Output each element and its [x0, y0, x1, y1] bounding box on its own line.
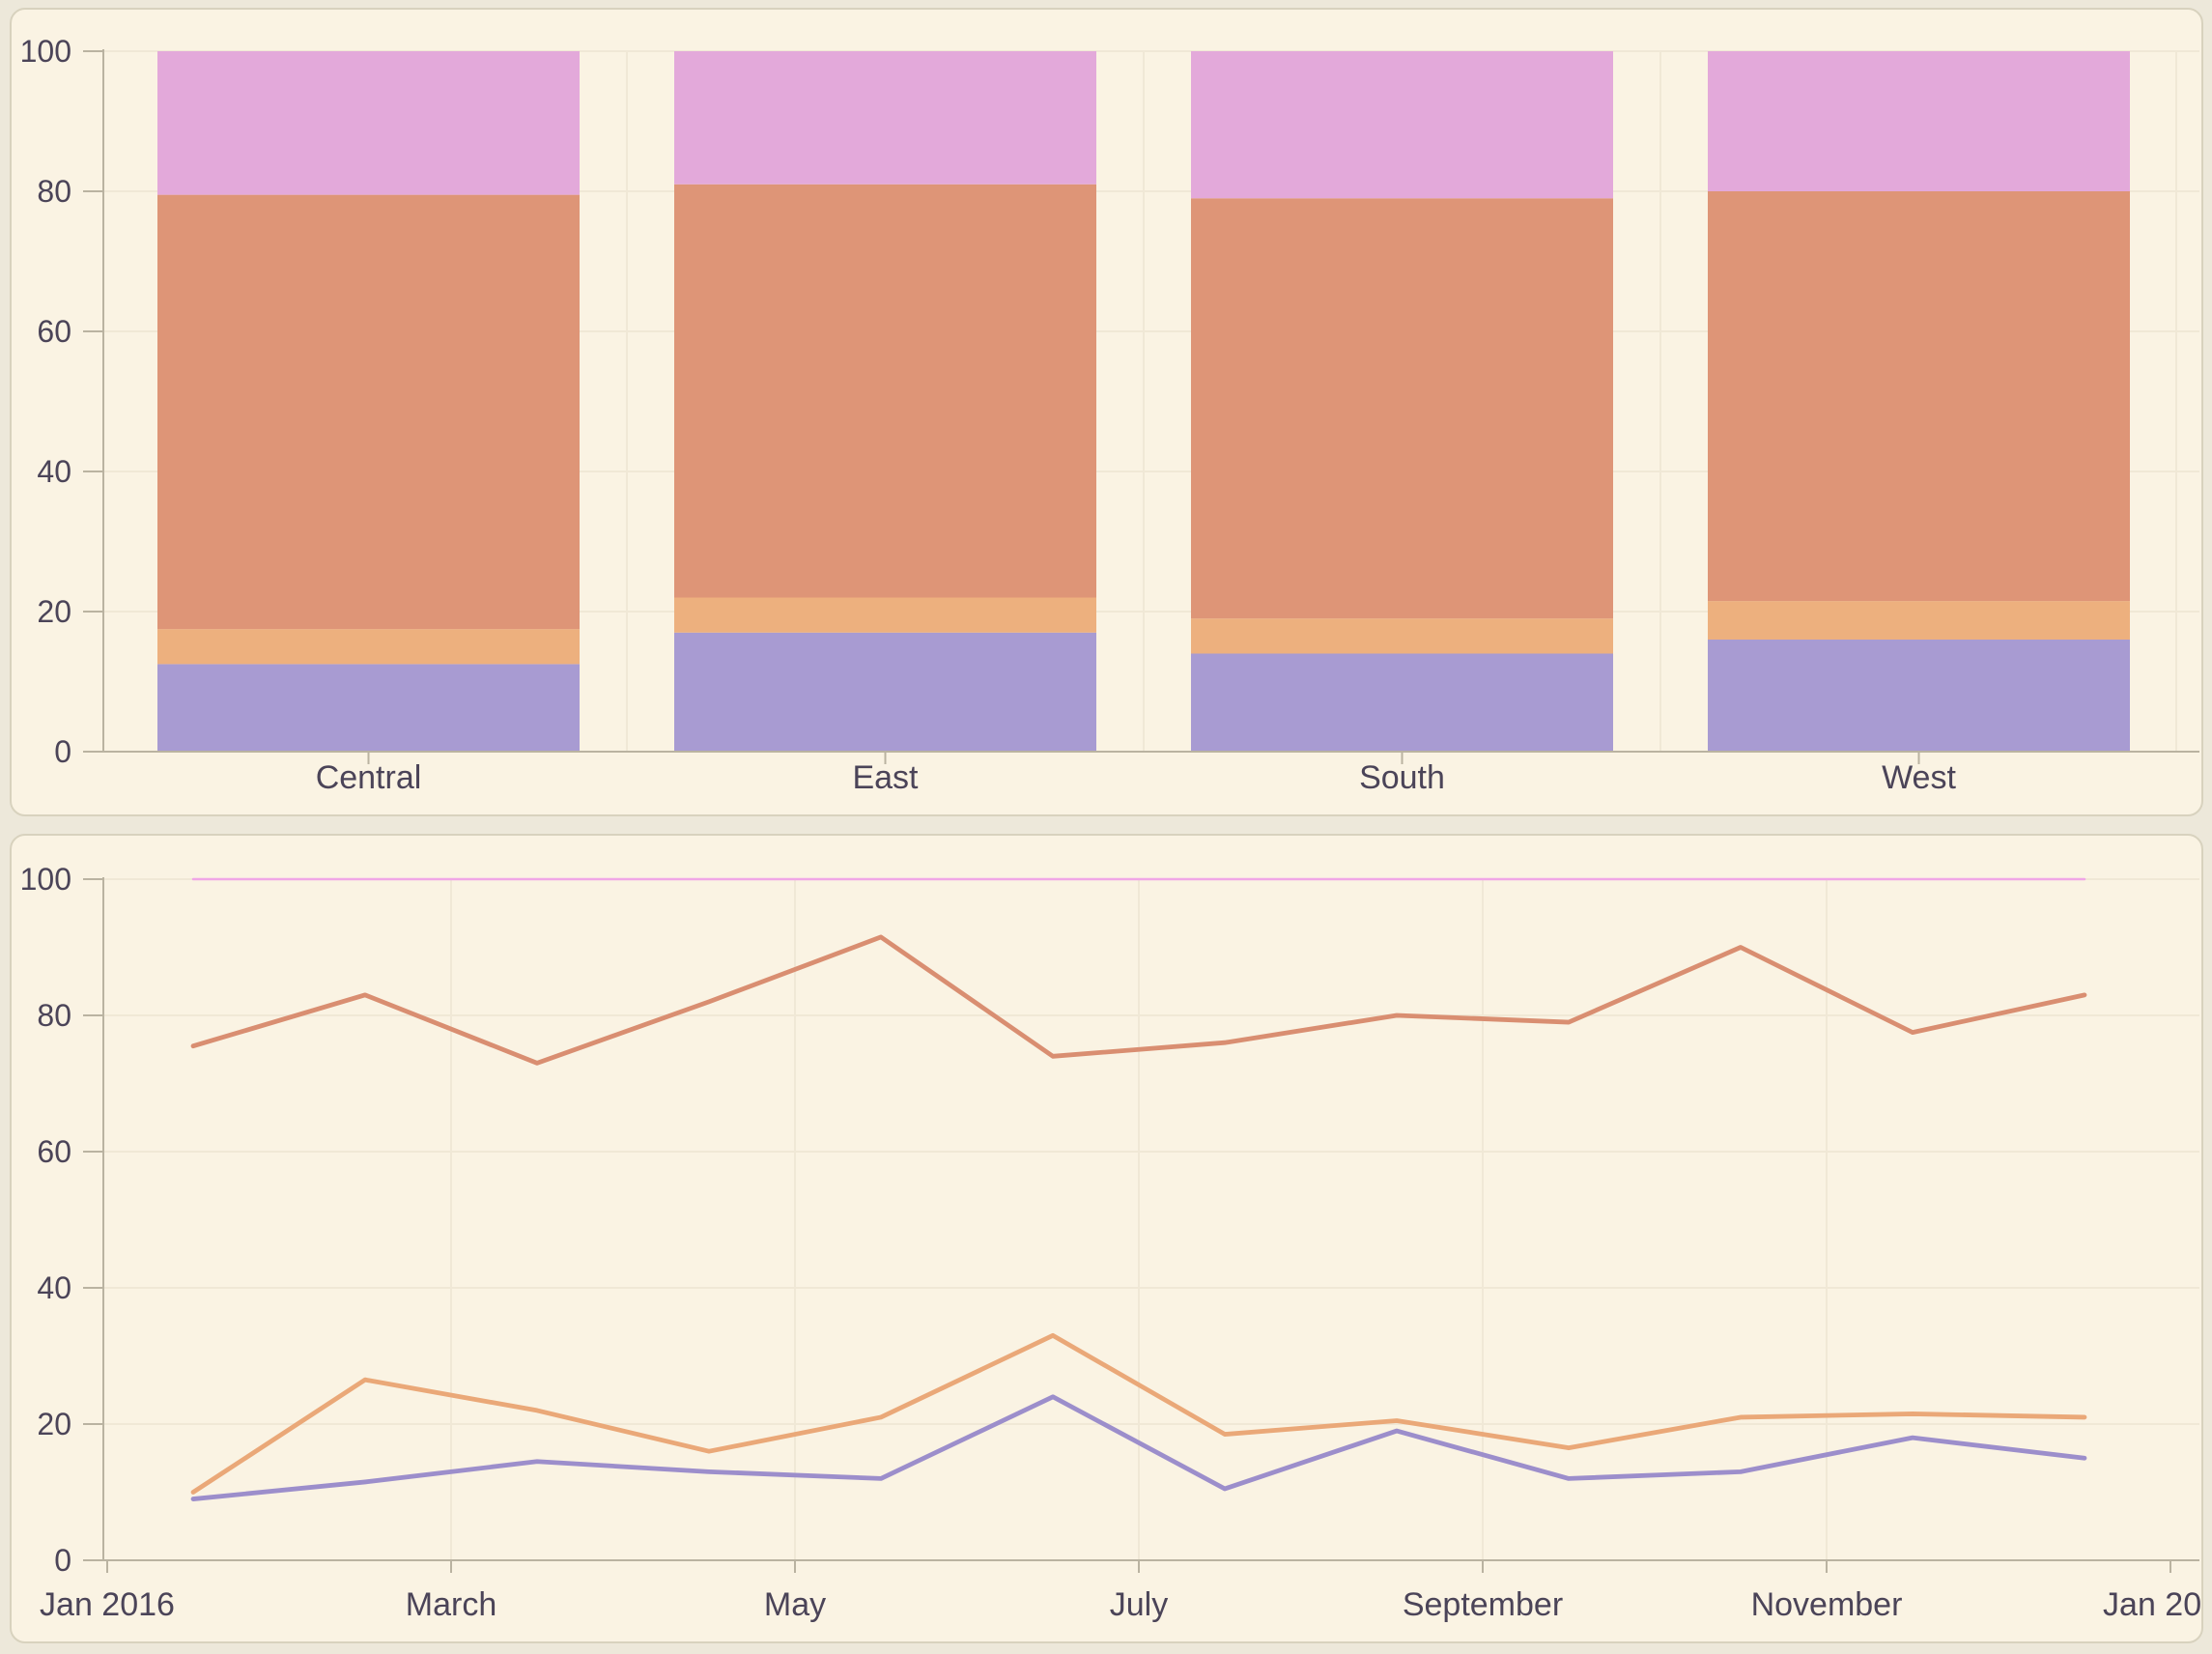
- y-tick-label: 0: [54, 734, 71, 769]
- x-month-label: November: [1751, 1586, 1903, 1623]
- bar-segment-pink-segment[interactable]: [1191, 51, 1613, 199]
- y-tick-label: 100: [20, 34, 71, 69]
- salmon-line[interactable]: [190, 934, 2087, 1066]
- bar-segment-pink-segment[interactable]: [157, 51, 580, 195]
- stacked-bar-panel: 0 20 40 60 80 100 Central East South West: [10, 8, 2203, 816]
- bar-segment-tan-segment[interactable]: [1191, 618, 1613, 654]
- bar-segment-purple-segment[interactable]: [1708, 640, 2130, 752]
- stacked-bar-chart: 0 20 40 60 80 100 Central East South West: [20, 34, 2199, 796]
- y-tick-label: 60: [37, 314, 71, 349]
- x-month-label: Jan 2017: [2103, 1586, 2201, 1623]
- bar-segment-salmon-segment[interactable]: [1708, 191, 2130, 602]
- bar-east: [674, 51, 1096, 752]
- y-tick-label: 20: [37, 594, 71, 629]
- bar-central: [157, 51, 580, 752]
- y-tick-label: 100: [20, 862, 71, 897]
- y-tick-label: 60: [37, 1134, 71, 1169]
- y-tick-label: 40: [37, 454, 71, 489]
- bar-segment-pink-segment[interactable]: [1708, 51, 2130, 191]
- y-tick-label: 20: [37, 1407, 71, 1441]
- bar-segment-salmon-segment[interactable]: [674, 184, 1096, 598]
- x-category-label: South: [1359, 759, 1445, 796]
- bar-segment-salmon-segment[interactable]: [157, 194, 580, 630]
- y-tick-label: 80: [37, 998, 71, 1033]
- x-month-label: Jan 2016: [40, 1586, 175, 1623]
- bar-south: [1191, 51, 1613, 752]
- x-category-label: Central: [316, 759, 422, 796]
- line-chart: 0 20 40 60 80 100 Jan 2016 March May July Septembe…: [20, 862, 2201, 1623]
- x-month-label: July: [1110, 1586, 1168, 1623]
- bar-segment-tan-segment[interactable]: [157, 629, 580, 665]
- purple-line[interactable]: [190, 1394, 2087, 1501]
- y-tick-label: 0: [54, 1543, 71, 1578]
- bar-west: [1708, 51, 2130, 752]
- line-chart-panel: 0 20 40 60 80 100 Jan 2016 March May July Septembe…: [10, 834, 2203, 1643]
- x-month-label: September: [1403, 1586, 1563, 1623]
- x-category-label: West: [1882, 759, 1956, 796]
- x-month-label: March: [406, 1586, 496, 1623]
- y-tick-label: 40: [37, 1270, 71, 1305]
- x-category-label: East: [852, 759, 919, 796]
- bar-segment-tan-segment[interactable]: [674, 597, 1096, 633]
- bar-segment-purple-segment[interactable]: [1191, 653, 1613, 753]
- bar-segment-salmon-segment[interactable]: [1191, 198, 1613, 619]
- orange-line[interactable]: [190, 1332, 2087, 1495]
- bar-segment-purple-segment[interactable]: [674, 632, 1096, 752]
- bar-segment-purple-segment[interactable]: [157, 664, 580, 752]
- bar-segment-tan-segment[interactable]: [1708, 601, 2130, 640]
- y-tick-label: 80: [37, 174, 71, 209]
- x-month-label: May: [764, 1586, 826, 1623]
- bar-segment-pink-segment[interactable]: [674, 51, 1096, 185]
